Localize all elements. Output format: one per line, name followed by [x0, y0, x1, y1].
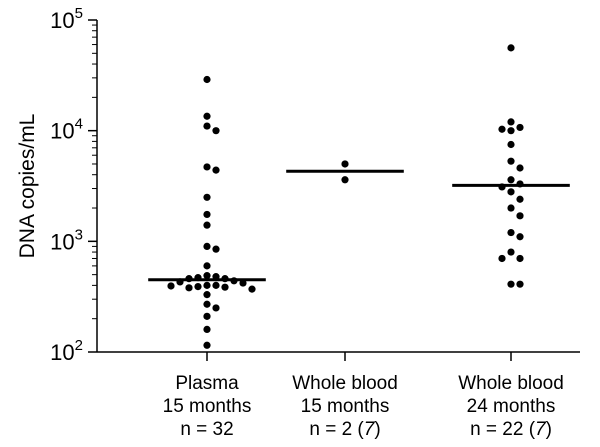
data-point [203, 272, 211, 280]
data-point [167, 282, 175, 290]
data-point [507, 127, 515, 135]
data-point [212, 166, 220, 174]
reference-number: 7 [364, 419, 376, 440]
data-point [212, 304, 220, 312]
data-point [203, 291, 211, 299]
category-label-line: 24 months [467, 396, 556, 417]
data-point [203, 75, 211, 84]
data-point [203, 262, 211, 270]
y-tick-label: 103 [50, 226, 83, 254]
data-point [516, 195, 524, 203]
closing-paren: ) [374, 419, 380, 440]
data-point [194, 282, 202, 291]
category-label-line: Whole blood [292, 373, 398, 394]
data-point [212, 127, 220, 135]
data-point [507, 157, 515, 165]
data-point [203, 193, 211, 201]
data-point [203, 112, 211, 120]
data-point [507, 248, 515, 256]
y-tick-exponent: 4 [75, 116, 83, 133]
y-tick-base: 10 [50, 229, 74, 254]
data-point [516, 280, 524, 288]
data-point [341, 160, 349, 168]
data-point [507, 280, 515, 288]
y-tick-label: 104 [50, 116, 83, 144]
category-label-text: Plasma [175, 373, 239, 394]
category-label-line: n = 32 [180, 419, 233, 440]
data-point [507, 118, 515, 126]
category-label-line: Whole blood [458, 373, 564, 394]
y-tick-label: 102 [50, 337, 83, 365]
data-point [341, 176, 349, 184]
data-point [507, 188, 515, 196]
y-axis-label: DNA copies/mL [16, 114, 39, 259]
data-point [203, 300, 211, 308]
data-point [516, 164, 524, 172]
y-tick-exponent: 2 [75, 337, 83, 354]
category-label-line: n = 2 (7) [309, 419, 380, 440]
category-label-text: Whole blood [292, 373, 398, 394]
data-point [203, 163, 211, 171]
category-label-text: 15 months [301, 396, 390, 417]
data-point [507, 44, 515, 52]
data-point [239, 279, 247, 287]
y-tick-label: 105 [50, 5, 83, 33]
category-label-text: n = 32 [180, 419, 233, 440]
category-label-text: n = 22 ( [470, 419, 536, 440]
y-tick-exponent: 5 [75, 5, 83, 22]
data-point [203, 221, 211, 229]
data-point [203, 312, 211, 320]
data-point [516, 123, 524, 132]
data-point [203, 242, 211, 250]
category-label-text: 15 months [163, 396, 252, 417]
category-label-text: Whole blood [458, 373, 564, 394]
data-point [203, 281, 211, 289]
data-point [498, 254, 506, 263]
data-point [516, 212, 524, 220]
y-tick-exponent: 3 [75, 226, 83, 243]
category-label-line: 15 months [163, 396, 252, 417]
y-tick-base: 10 [50, 340, 74, 365]
data-point [507, 176, 515, 184]
reference-number: 7 [535, 419, 547, 440]
data-point [248, 285, 256, 293]
closing-paren: ) [546, 419, 552, 440]
data-point [516, 233, 524, 241]
y-tick-base: 10 [50, 119, 74, 144]
data-point [507, 204, 515, 212]
data-point [203, 210, 211, 219]
data-point [185, 284, 193, 292]
data-point [507, 140, 515, 149]
category-label-text: 24 months [467, 396, 556, 417]
category-label-text: n = 2 ( [309, 419, 364, 440]
y-tick-base: 10 [50, 8, 74, 33]
category-label-line: 15 months [301, 396, 390, 417]
data-point [498, 125, 506, 133]
data-point [203, 341, 211, 349]
category-label-line: Plasma [175, 373, 239, 394]
data-point [203, 122, 211, 130]
data-point [212, 281, 220, 289]
data-point [212, 245, 220, 253]
category-label-line: n = 22 (7) [470, 419, 552, 440]
data-point [203, 325, 211, 334]
data-point [516, 254, 524, 263]
data-point [507, 228, 515, 237]
data-point [221, 283, 229, 291]
